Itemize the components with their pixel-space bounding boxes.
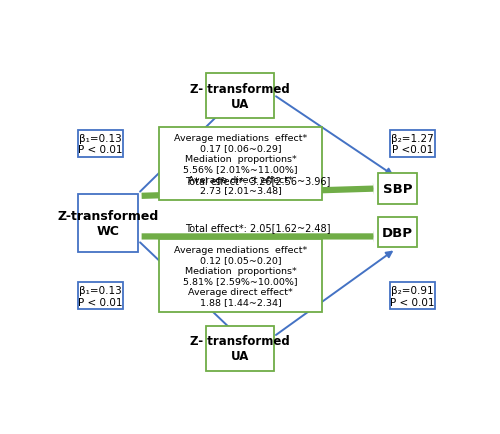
Text: β₂=1.27
P <0.01: β₂=1.27 P <0.01 xyxy=(391,133,434,155)
Text: β₁=0.13
P < 0.01: β₁=0.13 P < 0.01 xyxy=(78,133,122,155)
FancyBboxPatch shape xyxy=(160,127,322,201)
Text: β₂=0.91
P < 0.01: β₂=0.91 P < 0.01 xyxy=(390,285,434,307)
FancyBboxPatch shape xyxy=(378,174,417,204)
FancyBboxPatch shape xyxy=(206,326,274,371)
Text: Z- transformed
UA: Z- transformed UA xyxy=(190,82,290,110)
FancyBboxPatch shape xyxy=(378,217,417,247)
FancyBboxPatch shape xyxy=(78,131,122,158)
Text: DBP: DBP xyxy=(382,226,413,239)
Text: Average mediations  effect*
0.12 [0.05~0.20]
Mediation  proportions*
5.81% [2.59: Average mediations effect* 0.12 [0.05~0.… xyxy=(174,246,308,306)
FancyBboxPatch shape xyxy=(390,131,434,158)
Text: Total effect*: 2.05[1.62~2.48]: Total effect*: 2.05[1.62~2.48] xyxy=(185,223,330,233)
Text: β₁=0.13
P < 0.01: β₁=0.13 P < 0.01 xyxy=(78,285,122,307)
Text: Total effect*: 3.26[2.56~3.96]: Total effect*: 3.26[2.56~3.96] xyxy=(185,176,330,186)
FancyBboxPatch shape xyxy=(78,194,138,253)
FancyBboxPatch shape xyxy=(78,283,122,309)
Text: Z- transformed
UA: Z- transformed UA xyxy=(190,335,290,363)
Text: Average mediations  effect*
0.17 [0.06~0.29]
Mediation  proportions*
5.56% [2.01: Average mediations effect* 0.17 [0.06~0.… xyxy=(174,134,308,194)
Text: Z-transformed
WC: Z-transformed WC xyxy=(58,209,158,237)
Text: SBP: SBP xyxy=(383,183,412,196)
FancyBboxPatch shape xyxy=(206,74,274,119)
FancyBboxPatch shape xyxy=(160,239,322,313)
FancyBboxPatch shape xyxy=(390,283,434,309)
